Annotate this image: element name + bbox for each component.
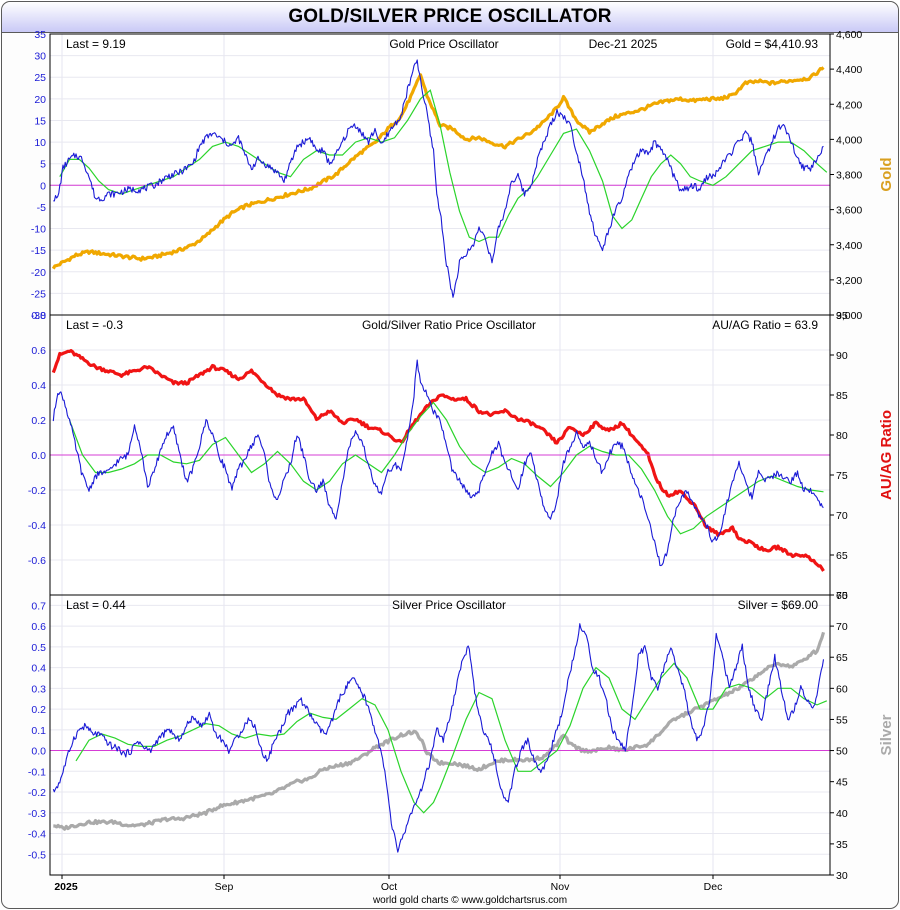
right-tick-label: 70 [836, 621, 848, 633]
panel-border [49, 594, 831, 876]
right-tick-label: 4,200 [836, 99, 862, 111]
left-tick-label: 0.0 [31, 450, 46, 462]
right-tick-label: 3,800 [836, 170, 862, 182]
left-tick-label: 0.2 [31, 704, 46, 716]
right-tick-label: 60 [836, 590, 848, 602]
left-tick-label: -25 [31, 288, 46, 300]
price-line [51, 349, 825, 572]
right-tick-label: 50 [836, 746, 848, 758]
right-tick-label: 4,600 [836, 29, 862, 41]
left-tick-label: 0.3 [31, 683, 46, 695]
x-tick-label: Nov [551, 881, 570, 893]
right-tick-label: 40 [836, 808, 848, 820]
left-tick-label: -15 [31, 245, 46, 257]
left-tick-label: 0.8 [31, 310, 46, 322]
left-tick-label: 0.6 [31, 345, 46, 357]
last-value-label: Last = 0.44 [66, 598, 126, 612]
x-tick-label: 2025 [54, 881, 78, 893]
left-tick-label: 15 [34, 115, 46, 127]
right-tick-label: 4,000 [836, 134, 862, 146]
panel-3: 0.7 0.6 0.5 0.4 0.3 0.2 0.1 0.0 -0.1 -0.2 -0.3 -0.4… [28, 590, 895, 882]
panel-title: Gold/Silver Ratio Price Oscillator [362, 318, 536, 332]
x-tick-label: Oct [381, 881, 397, 893]
left-tick-label: -0.1 [28, 766, 46, 778]
left-tick-label: 0.6 [31, 621, 46, 633]
date-label: Dec-21 2025 [589, 37, 658, 51]
right-tick-label: 4,400 [836, 64, 862, 76]
price-label: AU/AG Ratio = 63.9 [712, 318, 818, 332]
left-tick-label: 35 [34, 29, 46, 41]
right-tick-label: 65 [836, 550, 848, 562]
price-line [51, 66, 825, 270]
left-tick-label: 5 [40, 159, 46, 171]
left-tick-label: -0.2 [28, 485, 46, 497]
chart-title: GOLD/SILVER PRICE OSCILLATOR [288, 6, 612, 27]
right-tick-label: 45 [836, 777, 848, 789]
right-tick-label: 90 [836, 350, 848, 362]
left-tick-label: 0.1 [31, 725, 46, 737]
left-tick-label: -0.2 [28, 787, 46, 799]
oscillator-line [53, 59, 824, 298]
left-tick-label: 0.0 [31, 746, 46, 758]
right-tick-label: 70 [836, 510, 848, 522]
left-tick-label: -20 [31, 267, 46, 279]
oscillator-line [52, 623, 825, 853]
left-tick-label: -0.5 [28, 849, 46, 861]
price-line [53, 631, 826, 831]
left-tick-label: 20 [34, 94, 46, 106]
right-tick-label: 75 [836, 470, 848, 482]
right-tick-label: 35 [836, 839, 848, 851]
left-tick-label: -5 [37, 202, 46, 214]
right-tick-label: 60 [836, 683, 848, 695]
right-tick-label: 3,600 [836, 205, 862, 217]
title-bar: GOLD/SILVER PRICE OSCILLATOR [2, 2, 898, 33]
right-tick-label: 85 [836, 390, 848, 402]
left-tick-label: -10 [31, 224, 46, 236]
right-tick-label: 3,200 [836, 275, 862, 287]
left-tick-label: -30 [31, 310, 46, 322]
left-tick-label: 10 [34, 137, 46, 149]
right-tick-label: 3,000 [836, 310, 862, 322]
left-tick-label: 0.4 [31, 663, 46, 675]
left-tick-label: -0.3 [28, 808, 46, 820]
left-tick-label: 30 [34, 51, 46, 63]
right-tick-label: 80 [836, 430, 848, 442]
left-tick-label: -0.4 [28, 829, 46, 841]
panel-2: 0.8 0.6 0.4 0.2 0.0 -0.2 -0.4 -0.6 95 90 85 80 75 70 6… [28, 310, 895, 602]
right-tick-label: 65 [836, 652, 848, 664]
right-tick-label: 95 [836, 310, 848, 322]
left-tick-label: 0.2 [31, 415, 46, 427]
last-value-label: Last = 9.19 [66, 37, 126, 51]
left-tick-label: 0.5 [31, 642, 46, 654]
price-label: Silver = $69.00 [738, 598, 819, 612]
right-tick-label: 55 [836, 714, 848, 726]
left-tick-label: -0.4 [28, 520, 46, 532]
left-tick-label: 0.7 [31, 600, 46, 612]
left-tick-label: 0 [40, 180, 46, 192]
right-axis-label: Gold [878, 157, 895, 191]
right-tick-label: 75 [836, 590, 848, 602]
left-tick-label: 25 [34, 72, 46, 84]
panel-1: 35 30 25 20 15 10 5 0 -5 -10 -15 -20 -25 -30 4,600 4,40… [31, 29, 895, 322]
x-tick-label: Sep [215, 881, 234, 893]
last-value-label: Last = -0.3 [66, 318, 123, 332]
x-tick-label: Dec [704, 881, 723, 893]
right-axis-label: AU/AG Ratio [878, 410, 895, 500]
panel-title: Silver Price Oscillator [392, 598, 506, 612]
panel-title: Gold Price Oscillator [389, 37, 498, 51]
left-tick-label: -0.6 [28, 555, 46, 567]
plot-area [50, 34, 830, 315]
right-tick-label: 3,400 [836, 240, 862, 252]
footer-credit: world gold charts © www.goldchartsrus.co… [372, 895, 567, 906]
left-tick-label: 0.4 [31, 380, 46, 392]
right-tick-label: 30 [836, 870, 848, 882]
price-label: Gold = $4,410.93 [726, 37, 819, 51]
oscillator-line [52, 359, 824, 567]
signal-line [75, 662, 828, 814]
right-axis-label: Silver [878, 714, 895, 755]
